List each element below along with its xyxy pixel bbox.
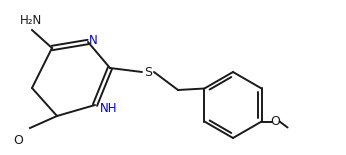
Text: S: S (144, 66, 152, 78)
Text: O: O (13, 133, 23, 146)
Text: N: N (89, 35, 97, 47)
Text: NH: NH (100, 102, 118, 115)
Text: H₂N: H₂N (20, 13, 42, 27)
Text: O: O (271, 115, 281, 128)
